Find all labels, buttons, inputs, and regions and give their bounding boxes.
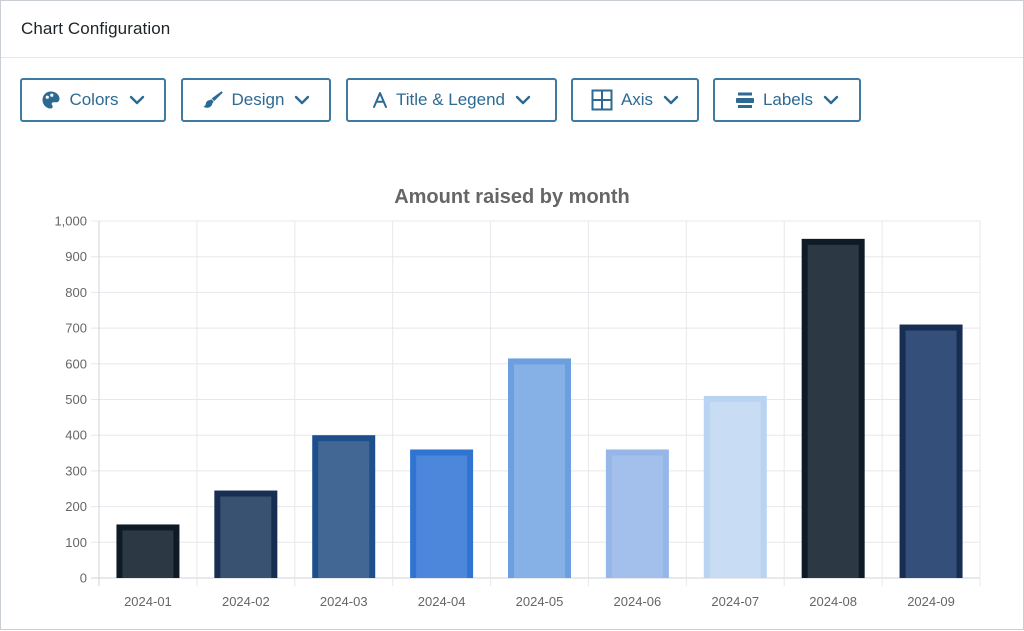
grid-icon — [591, 89, 613, 111]
x-tick-label: 2024-04 — [418, 594, 466, 609]
bar — [801, 238, 865, 578]
bar-fill — [807, 244, 859, 578]
bar — [116, 524, 180, 578]
x-axis-ticks: 2024-01 2024-02 2024-03 2024-04 2024-05 2024-… — [124, 594, 955, 609]
x-tick-label: 2024-08 — [809, 594, 857, 609]
bar-fill — [220, 496, 272, 578]
y-tick-label: 900 — [65, 249, 87, 264]
y-tick-label: 0 — [80, 571, 87, 586]
bar-fill — [709, 401, 761, 578]
labels-icon — [735, 92, 754, 108]
title-legend-button-label: Title & Legend — [396, 90, 505, 109]
chart-canvas: Amount raised by month 0 100 200 300 400 500 6… — [54, 186, 981, 609]
text-a-icon — [373, 92, 387, 108]
title-legend-button[interactable]: Title & Legend — [346, 78, 557, 122]
chevron-down-icon — [515, 95, 531, 105]
x-tick-label: 2024-03 — [320, 594, 368, 609]
bar — [899, 324, 963, 578]
chevron-down-icon — [129, 95, 144, 105]
labels-button[interactable]: Labels — [713, 78, 861, 122]
axis-button[interactable]: Axis — [571, 78, 699, 122]
y-tick-label: 100 — [65, 535, 87, 550]
chevron-down-icon — [295, 95, 310, 105]
bar — [410, 449, 474, 578]
x-tick-label: 2024-01 — [124, 594, 172, 609]
axis-button-label: Axis — [620, 90, 654, 109]
y-tick-label: 800 — [65, 285, 87, 300]
y-axis-ticks: 0 100 200 300 400 500 600 700 800 900 1,000 — [54, 214, 87, 586]
design-button[interactable]: Design — [181, 78, 331, 122]
labels-button-label: Labels — [762, 90, 814, 109]
y-tick-label: 1,000 — [54, 214, 87, 229]
bar-chart: Amount raised by month 0 100 200 300 400 500 6… — [1, 171, 1024, 631]
colors-button[interactable]: Colors — [20, 78, 166, 122]
y-tick-label: 200 — [65, 499, 87, 514]
y-tick-label: 500 — [65, 392, 87, 407]
bar-fill — [905, 330, 957, 578]
x-tick-label: 2024-09 — [907, 594, 955, 609]
palette-icon — [42, 91, 60, 109]
panel-title: Chart Configuration — [21, 19, 171, 38]
bar-fill — [514, 364, 565, 578]
chart-title: Amount raised by month — [394, 186, 630, 208]
chart-bars — [116, 238, 963, 578]
bar-fill — [318, 441, 370, 578]
bar-fill — [416, 455, 468, 578]
colors-button-label: Colors — [69, 90, 119, 109]
bar — [214, 490, 278, 578]
bar — [508, 358, 571, 578]
bar-fill — [122, 530, 174, 578]
x-tick-label: 2024-05 — [516, 594, 564, 609]
chevron-down-icon — [663, 95, 679, 105]
y-tick-label: 400 — [65, 428, 87, 443]
y-tick-label: 300 — [65, 463, 87, 478]
bar — [605, 449, 669, 578]
bar — [312, 435, 376, 578]
y-tick-label: 600 — [65, 356, 87, 371]
y-tick-label: 700 — [65, 321, 87, 336]
panel-header: Chart Configuration — [1, 1, 1023, 58]
paint-brush-icon — [203, 91, 223, 108]
x-tick-label: 2024-07 — [711, 594, 759, 609]
bar-fill — [611, 455, 663, 578]
x-tick-label: 2024-02 — [222, 594, 270, 609]
chevron-down-icon — [823, 95, 839, 105]
x-tick-label: 2024-06 — [614, 594, 662, 609]
bar — [703, 395, 767, 578]
design-button-label: Design — [231, 90, 285, 109]
